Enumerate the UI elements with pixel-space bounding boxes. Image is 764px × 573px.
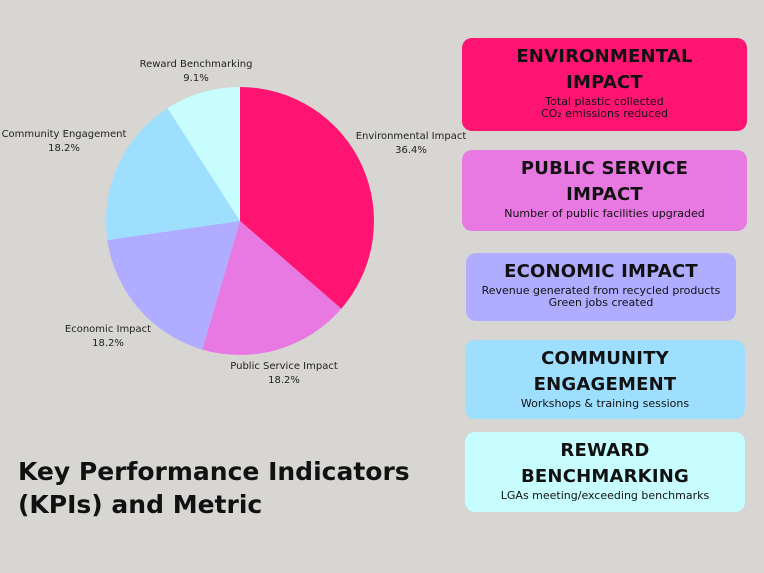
kpi-card-title-line: ENVIRONMENTAL <box>516 46 693 67</box>
kpi-card-title: REWARD BENCHMARKING <box>465 438 745 490</box>
kpi-metric: LGAs meeting/exceeding benchmarks <box>500 489 710 502</box>
slice-label: Environmental Impact <box>356 131 467 142</box>
page-title: Key Performance Indicators (KPIs) and Me… <box>18 455 438 521</box>
kpi-card-public-service-impact: PUBLIC SERVICE IMPACT Number of public f… <box>462 150 747 231</box>
kpi-card-metrics: Total plastic collected CO₂ emissions re… <box>462 96 747 120</box>
kpi-card-title: ENVIRONMENTAL IMPACT <box>462 44 747 96</box>
kpi-card-metrics: Revenue generated from recycled products… <box>466 285 736 309</box>
pie-slice-economic-impact <box>107 221 241 350</box>
slice-value-label: 18.2% <box>92 338 124 349</box>
kpi-card-title-line: PUBLIC SERVICE <box>520 158 689 179</box>
slice-label: Reward Benchmarking <box>140 59 253 70</box>
kpi-card-title-line: COMMUNITY <box>541 348 669 369</box>
slice-value-label: 36.4% <box>395 145 427 156</box>
kpi-card-title: ECONOMIC IMPACT <box>466 259 736 285</box>
kpi-card-title-line: ENGAGEMENT <box>533 374 677 395</box>
kpi-card-metrics: LGAs meeting/exceeding benchmarks <box>465 490 745 502</box>
page-title-line-2: (KPIs) and Metric <box>18 490 263 519</box>
kpi-metric: CO₂ emissions reduced <box>540 107 669 120</box>
pie-slice-reward-benchmarking <box>167 87 240 221</box>
kpi-card-title: COMMUNITY ENGAGEMENT <box>465 346 745 398</box>
slice-value-label: 18.2% <box>268 375 300 386</box>
kpi-metric: Revenue generated from recycled products <box>481 284 721 297</box>
kpi-card-title: PUBLIC SERVICE IMPACT <box>462 156 747 208</box>
kpi-card-title-line: BENCHMARKING <box>521 466 689 487</box>
kpi-card-community-engagement: COMMUNITY ENGAGEMENT Workshops & trainin… <box>465 340 745 419</box>
kpi-metric: Green jobs created <box>548 296 654 309</box>
kpi-card-title-line: IMPACT <box>566 72 643 93</box>
kpi-card-title-line: ECONOMIC IMPACT <box>504 261 698 282</box>
kpi-metric: Total plastic collected <box>545 95 664 108</box>
kpi-metric: Number of public facilities upgraded <box>504 207 705 220</box>
slice-label: Economic Impact <box>65 324 151 335</box>
slice-value-label: 18.2% <box>48 143 80 154</box>
kpi-card-environmental-impact: ENVIRONMENTAL IMPACT Total plastic colle… <box>462 38 747 131</box>
kpi-card-title-line: IMPACT <box>566 184 643 205</box>
pie-slice-public-service-impact <box>202 221 342 355</box>
pie-slice-environmental-impact <box>240 87 374 309</box>
kpi-card-reward-benchmarking: REWARD BENCHMARKING LGAs meeting/exceedi… <box>465 432 745 512</box>
slice-label: Public Service Impact <box>230 361 338 372</box>
kpi-card-metrics: Number of public facilities upgraded <box>462 208 747 220</box>
pie-slice-community-engagement <box>106 108 240 241</box>
kpi-card-economic-impact: ECONOMIC IMPACT Revenue generated from r… <box>466 253 736 321</box>
page-title-line-1: Key Performance Indicators <box>18 457 410 486</box>
kpi-metric: Workshops & training sessions <box>520 397 690 410</box>
slice-value-label: 9.1% <box>183 73 208 84</box>
kpi-card-metrics: Workshops & training sessions <box>465 398 745 410</box>
slice-label: Community Engagement <box>2 129 127 140</box>
kpi-card-title-line: REWARD <box>560 440 650 461</box>
